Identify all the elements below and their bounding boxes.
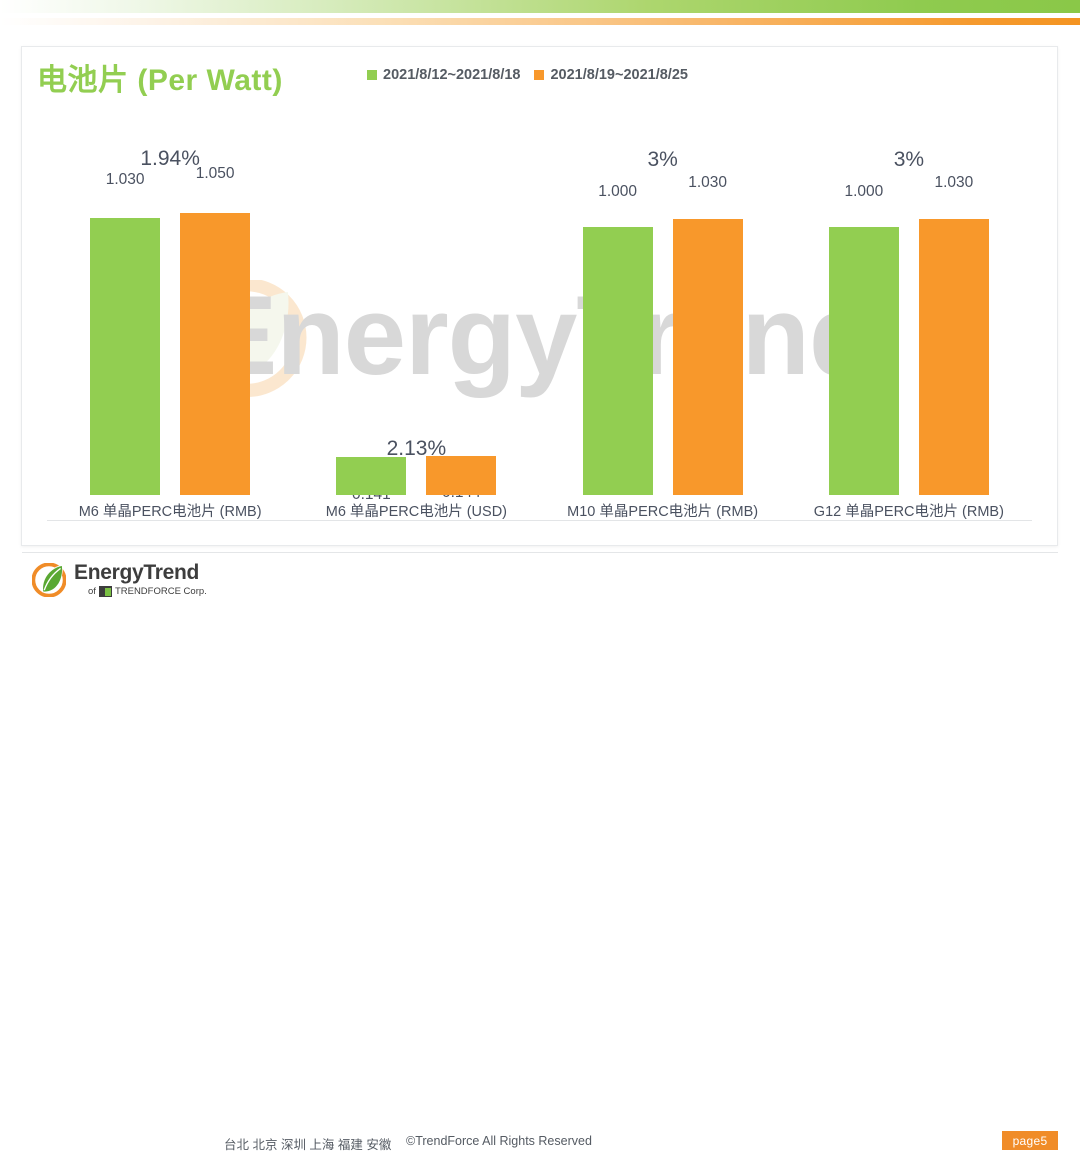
plot-area: EnergyTrend 1.94% 1.030 1.050 M6 单晶PERC电… — [22, 95, 1057, 545]
value-label-0-0: 1.030 — [105, 171, 145, 188]
energytrend-logo[interactable]: EnergyTrend of TRENDFORCE Corp. — [32, 562, 207, 597]
legend-label-series-2: 2021/8/19~2021/8/25 — [550, 67, 688, 83]
category-label-0: M6 单晶PERC电池片 (RMB) — [78, 504, 262, 520]
category-label-1: M6 单晶PERC电池片 (USD) — [325, 504, 507, 520]
top-stripe-green — [0, 0, 1080, 13]
chart-legend: 2021/8/12~2021/8/18 2021/8/19~2021/8/25 — [367, 67, 688, 83]
legend-item-series-2[interactable]: 2021/8/19~2021/8/25 — [534, 67, 688, 83]
bar-3-series-1[interactable] — [828, 227, 899, 495]
change-label-3: 3% — [893, 148, 925, 171]
bar-1-series-2[interactable] — [426, 456, 497, 495]
trendforce-badge-icon — [98, 586, 112, 597]
logo-text-block: EnergyTrend of TRENDFORCE Corp. — [74, 562, 207, 597]
bar-group-0: 1.94% 1.030 1.050 M6 单晶PERC电池片 (RMB) — [47, 95, 293, 521]
value-label-2-1: 1.030 — [688, 174, 728, 191]
change-label-2: 3% — [647, 148, 678, 171]
bar-1-series-1[interactable] — [336, 457, 407, 495]
value-label-0-1: 1.050 — [195, 165, 235, 182]
bar-group-2: 3% 1.000 1.030 M10 单晶PERC电池片 (RMB) — [540, 95, 786, 521]
footer-cities: 台北 北京 深圳 上海 福建 安徽 — [224, 1138, 392, 1152]
bar-2-series-1[interactable] — [582, 227, 653, 495]
value-label-3-1: 1.030 — [934, 174, 974, 191]
bar-groups: 1.94% 1.030 1.050 M6 单晶PERC电池片 (RMB) 2.1… — [47, 95, 1032, 545]
axis-baseline — [47, 520, 1032, 521]
top-decoration-bar — [0, 0, 1080, 30]
logo-name: EnergyTrend — [74, 561, 200, 584]
logo-subtitle: of TRENDFORCE Corp. — [88, 586, 207, 597]
footer-copyright: ©TrendForce All Rights Reserved — [406, 1134, 592, 1148]
bars-0 — [47, 95, 293, 495]
bar-2-series-2[interactable] — [672, 219, 743, 495]
page-number-badge: page5 — [1002, 1131, 1058, 1150]
bar-0-series-1[interactable] — [90, 218, 161, 495]
bar-group-3: 3% 1.000 1.030 G12 单晶PERC电池片 (RMB) — [786, 95, 1032, 521]
change-label-0: 1.94% — [140, 147, 200, 170]
category-label-3: G12 单晶PERC电池片 (RMB) — [813, 504, 1004, 520]
logo-sub-prefix: of — [88, 585, 96, 597]
bar-group-1: 2.13% 0.141 0.144 M6 单晶PERC电池片 (USD) — [293, 95, 539, 521]
logo-sub-brand: TRENDFORCE Corp. — [114, 585, 207, 597]
chart-title: 电池片 (Per Watt) — [37, 64, 283, 97]
footer-divider — [22, 552, 1058, 553]
energytrend-leaf-icon — [32, 562, 66, 597]
change-label-1: 2.13% — [386, 437, 447, 460]
page-footer: EnergyTrend of TRENDFORCE Corp. 台北 北京 深圳… — [0, 552, 1080, 1152]
legend-swatch-series-1 — [367, 70, 377, 80]
bar-0-series-2[interactable] — [180, 213, 251, 495]
value-label-2-0: 1.000 — [598, 183, 638, 200]
bars-3 — [786, 95, 1032, 495]
legend-label-series-1: 2021/8/12~2021/8/18 — [383, 67, 521, 83]
bar-3-series-2[interactable] — [918, 219, 989, 495]
bars-1 — [293, 95, 539, 495]
value-label-3-0: 1.000 — [844, 183, 884, 200]
legend-item-series-1[interactable]: 2021/8/12~2021/8/18 — [367, 67, 520, 83]
chart-card: 电池片 (Per Watt) 2021/8/12~2021/8/18 2021/… — [21, 46, 1058, 546]
bars-2 — [540, 95, 786, 495]
top-stripe-orange — [0, 18, 1080, 25]
category-label-2: M10 单晶PERC电池片 (RMB) — [567, 504, 759, 520]
legend-swatch-series-2 — [534, 70, 545, 80]
